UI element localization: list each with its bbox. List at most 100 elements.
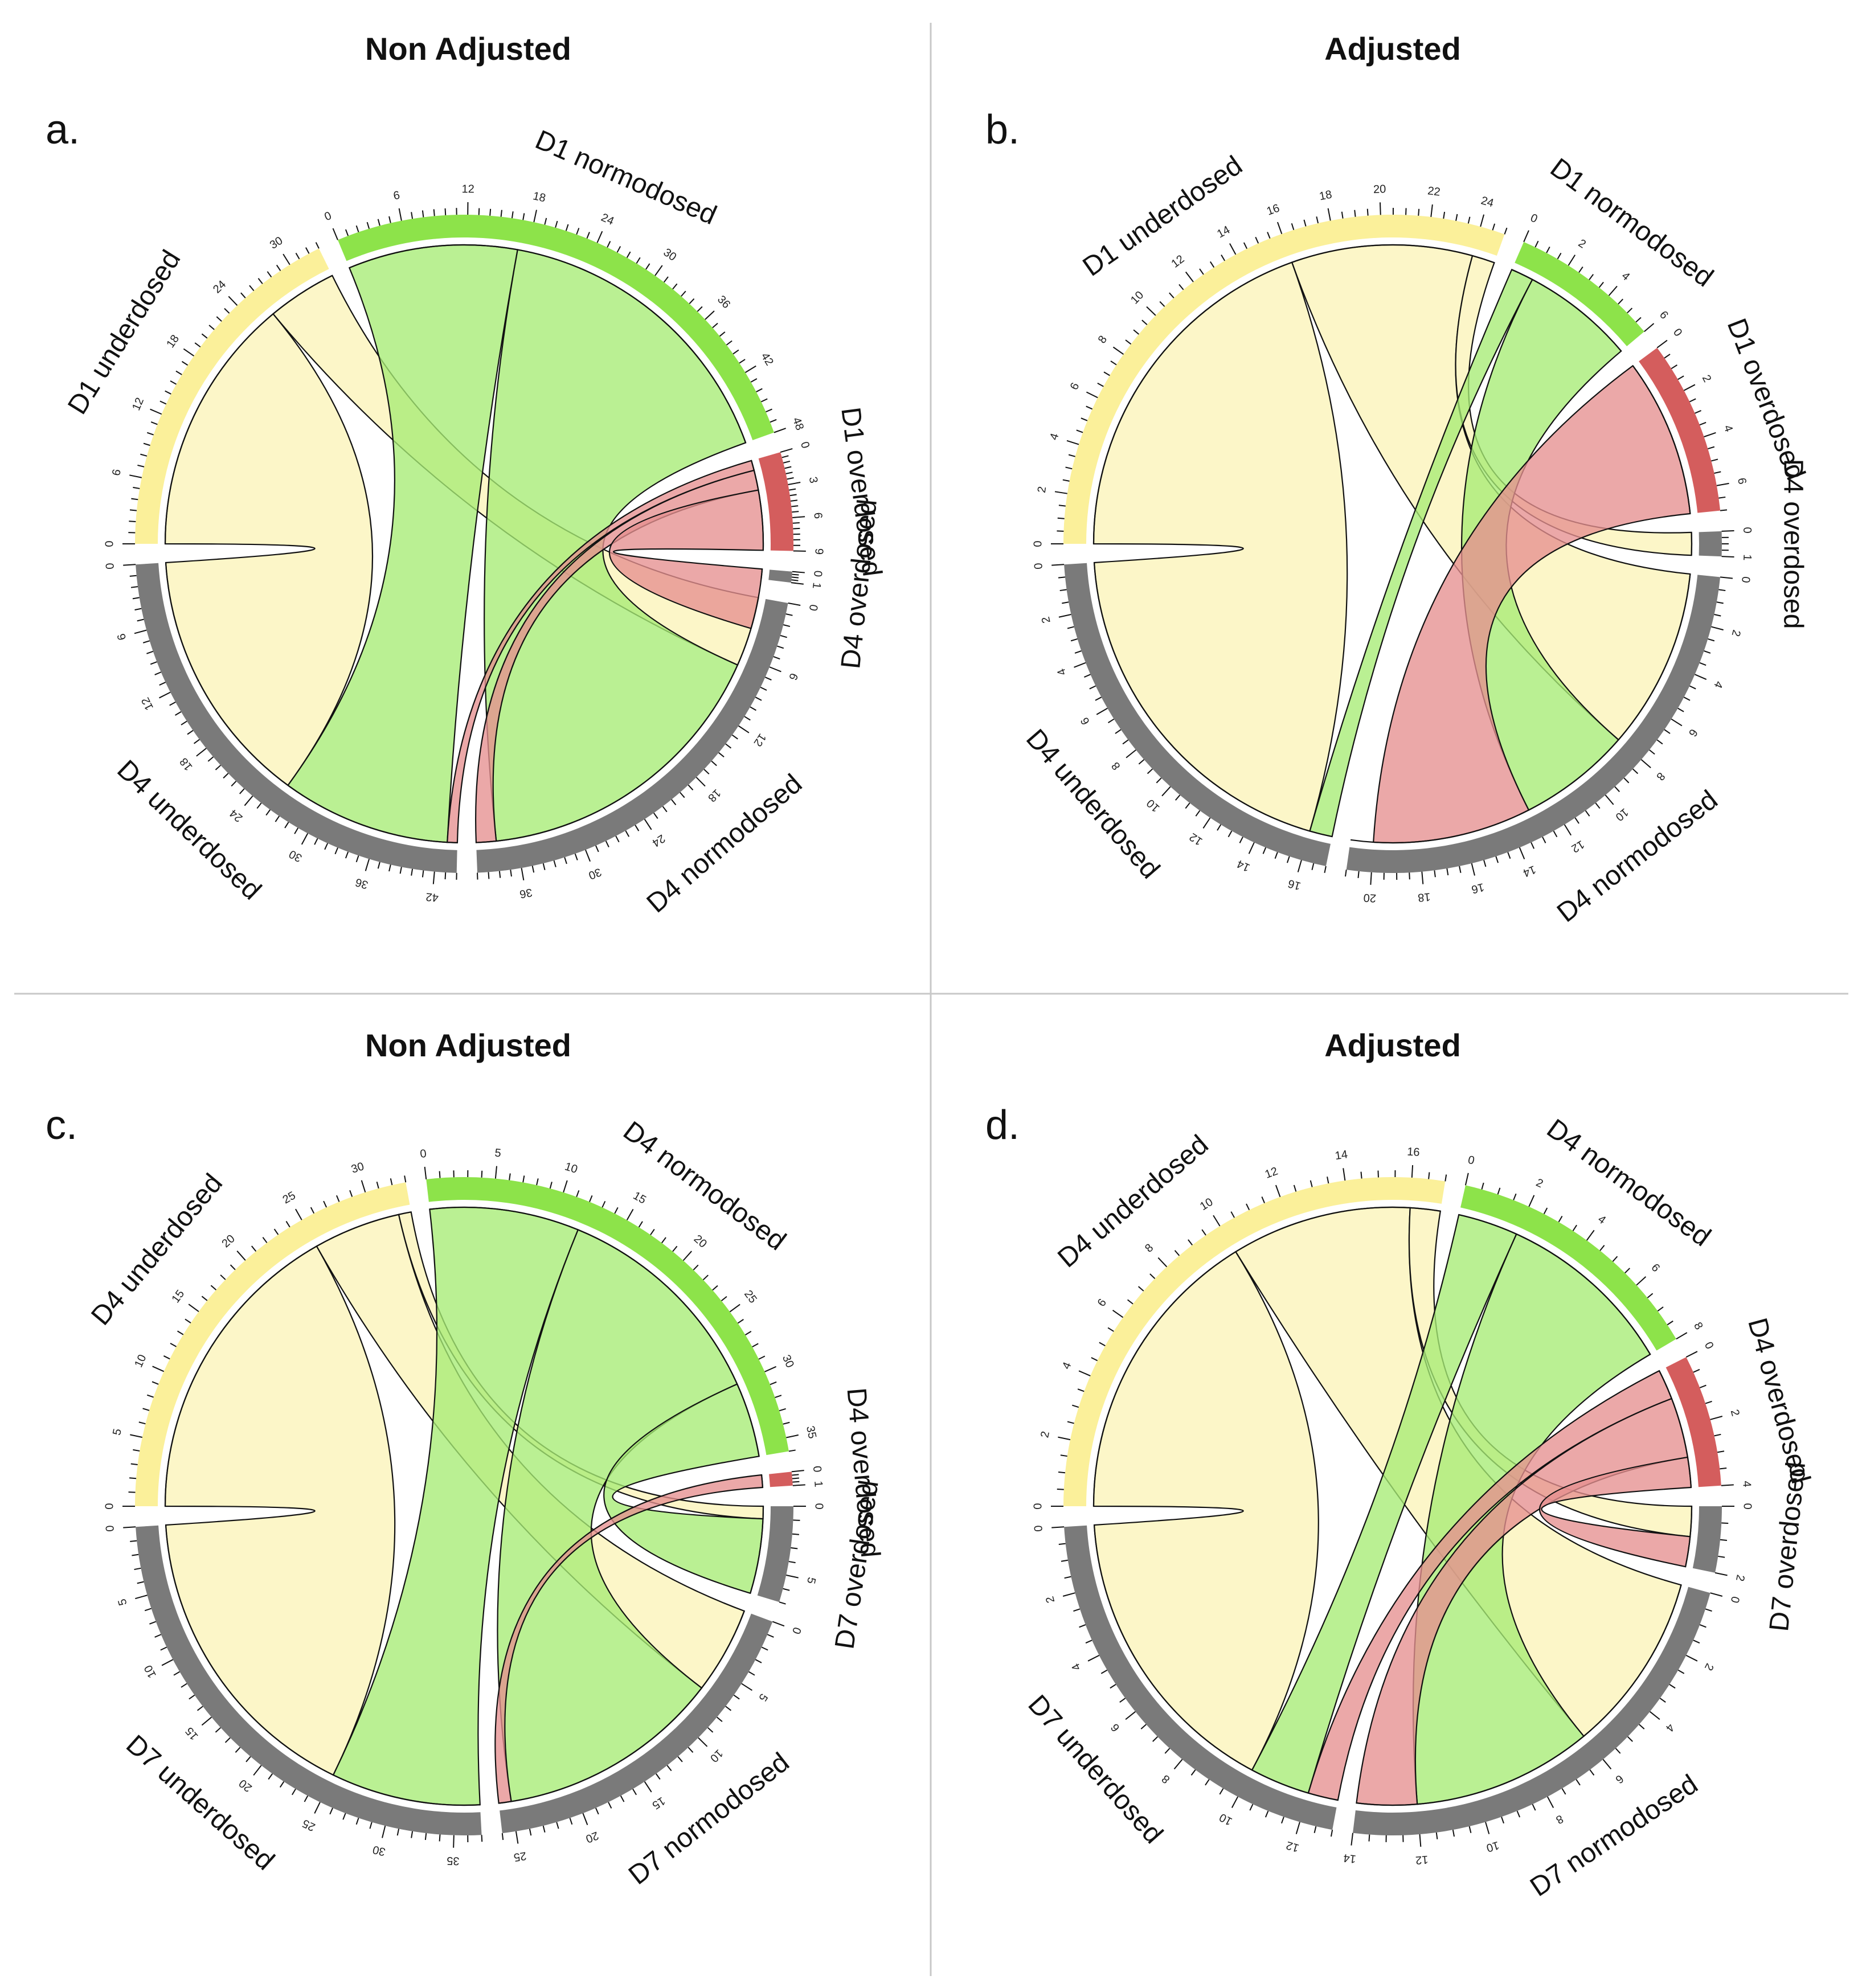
axis-tick: [788, 1449, 796, 1452]
axis-tick: [1100, 1669, 1108, 1674]
axis-tick: [666, 1765, 672, 1772]
axis-tick: [1612, 1256, 1618, 1262]
axis-tick: [1589, 1769, 1595, 1776]
tick-label: 0: [1032, 1503, 1044, 1509]
axis-tick: [1561, 1788, 1566, 1795]
tick-label: 6: [1648, 1261, 1662, 1274]
axis-tick: [1188, 1239, 1193, 1245]
sector-band: [136, 1525, 482, 1836]
axis-tick: [1714, 471, 1721, 474]
axis-tick: [1689, 685, 1696, 690]
tick-label: 18: [1318, 188, 1333, 203]
axis-tick: [1067, 1421, 1074, 1424]
tick-label: 12: [130, 396, 146, 412]
axis-tick: [1115, 729, 1122, 734]
tick-label: 24: [1479, 194, 1495, 210]
sector-inner-outline: [1093, 562, 1332, 838]
axis-tick: [1065, 466, 1073, 470]
axis-tick: [251, 1245, 257, 1252]
axis-tick: [1708, 638, 1715, 642]
axis-tick: [1409, 872, 1410, 880]
tick-label: 4: [1619, 269, 1632, 283]
tick-label: 6: [1068, 381, 1082, 392]
axis-tick: [574, 853, 578, 860]
axis-tick: [767, 1634, 774, 1638]
axis-tick: [1693, 1639, 1700, 1644]
axis-tick: [433, 209, 435, 216]
tick-label: 6: [1686, 727, 1700, 739]
axis-tick: [732, 349, 739, 355]
sector-inner-outline: [1093, 1524, 1339, 1801]
axis-tick: [1076, 429, 1083, 433]
axis-tick: [1507, 852, 1511, 859]
axis-tick: [1087, 1654, 1100, 1662]
sector-label: D4 overdosed: [1778, 459, 1808, 629]
tick-label: 36: [715, 293, 732, 311]
tick-label: 18: [532, 190, 547, 204]
axis-tick: [717, 1716, 723, 1722]
axis-tick: [744, 1331, 752, 1335]
sector-inner-outline: [165, 562, 457, 843]
axis-tick: [196, 748, 207, 757]
axis-tick: [1717, 1450, 1725, 1453]
tick-label: 0: [1467, 1154, 1476, 1167]
chords: [164, 244, 764, 843]
axis-tick: [687, 1747, 694, 1753]
axis-tick: [133, 1449, 140, 1452]
tick-label: 4: [1740, 1481, 1753, 1487]
axis-tick: [265, 809, 271, 816]
axis-tick: [1656, 739, 1663, 745]
axis-tick: [766, 408, 772, 413]
sector-band: [1064, 563, 1331, 867]
tick-label: 0: [103, 1503, 116, 1509]
axis-tick: [1119, 1698, 1126, 1703]
axis-tick: [542, 1825, 546, 1833]
axis-tick: [764, 1366, 777, 1372]
axis-tick: [169, 702, 176, 706]
sector-band: [1460, 1185, 1676, 1351]
tick-label: 22: [1427, 185, 1441, 198]
axis-tick: [689, 298, 695, 305]
tick-label: 6: [392, 189, 401, 203]
axis-tick: [1718, 496, 1726, 499]
axis-tick: [1618, 298, 1623, 305]
axis-tick: [1430, 204, 1433, 218]
axis-tick: [273, 1228, 279, 1235]
axis-tick: [1125, 1711, 1136, 1720]
axis-tick: [1185, 271, 1194, 282]
axis-tick: [185, 1318, 191, 1323]
tick-label: 0: [789, 1625, 804, 1636]
axis-tick: [1546, 246, 1550, 253]
axis-tick: [1553, 830, 1558, 838]
axis-tick: [1557, 252, 1562, 260]
axis-tick: [1246, 1203, 1250, 1211]
axis-tick: [295, 1208, 302, 1220]
axis-tick: [672, 283, 678, 290]
axis-tick: [511, 211, 514, 219]
axis-tick: [1564, 824, 1572, 836]
tick-label: 30: [350, 1160, 366, 1176]
axis-tick: [201, 1716, 212, 1726]
axis-tick: [342, 1813, 346, 1820]
tick-label: 15: [650, 1794, 668, 1812]
axis-tick: [1623, 777, 1630, 784]
axis-tick: [1330, 1830, 1333, 1837]
axis-tick: [792, 571, 805, 573]
axis-tick: [1077, 1388, 1085, 1392]
axis-tick: [1239, 837, 1243, 843]
sector-band: [135, 248, 329, 544]
axis-tick: [1107, 1327, 1114, 1332]
axis-tick: [533, 210, 537, 223]
panel-letter: d.: [985, 1102, 1020, 1148]
axis-tick: [1086, 405, 1093, 410]
sector-inner-outline: [1685, 1506, 1693, 1567]
axis-tick: [245, 1756, 251, 1762]
axis-tick: [601, 1200, 606, 1208]
axis-tick: [134, 608, 142, 610]
axis-tick: [1068, 454, 1075, 457]
axis-tick: [411, 212, 414, 219]
axis-tick: [146, 1394, 154, 1398]
axis-tick: [522, 1175, 525, 1183]
axis-tick: [239, 788, 245, 794]
